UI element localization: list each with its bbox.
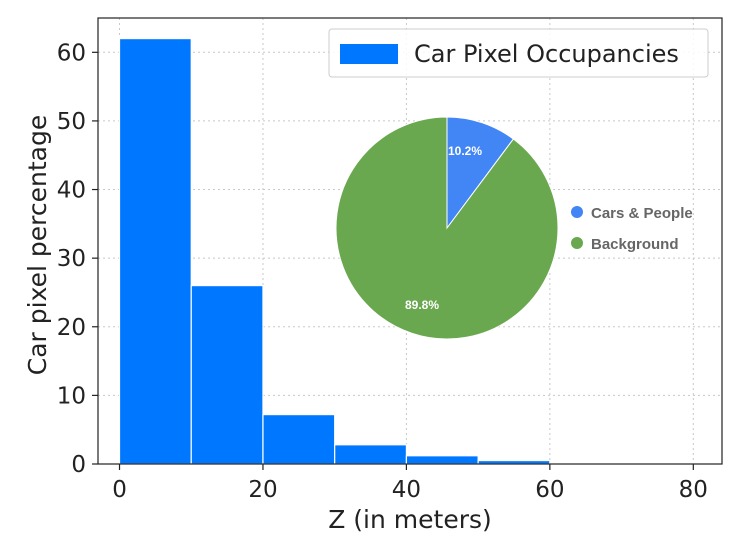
x-tick-label: 80 [679, 477, 708, 503]
pie-value-label: 10.2% [448, 144, 482, 158]
y-tick-label: 30 [57, 246, 86, 272]
legend-marker-cars-people [571, 206, 583, 218]
histogram-bars [118, 37, 694, 465]
legend-marker-background [571, 237, 583, 249]
histogram-bar [190, 285, 264, 465]
histogram-bar [262, 413, 336, 465]
y-tick-label: 60 [57, 40, 86, 66]
x-axis-label: Z (in meters) [328, 505, 492, 534]
legend-label: Car Pixel Occupancies [414, 40, 679, 68]
y-axis-ticks: 0 10 20 30 40 50 60 [57, 40, 98, 478]
pie-value-label: 89.8% [405, 298, 439, 312]
histogram-bar [118, 37, 192, 465]
x-axis-ticks: 0 20 40 60 80 [112, 464, 708, 503]
y-tick-label: 50 [57, 109, 86, 135]
y-axis-label: Car pixel percentage [23, 115, 52, 375]
y-tick-label: 20 [57, 315, 86, 341]
pie-legend: Cars & People Background [571, 205, 693, 253]
x-tick-label: 40 [392, 477, 421, 503]
x-tick-label: 20 [248, 477, 277, 503]
histogram-bar [405, 455, 479, 465]
y-tick-label: 40 [57, 178, 86, 204]
y-tick-label: 10 [57, 383, 86, 409]
pie-slice-cars-people [446, 116, 515, 230]
x-tick-label: 0 [112, 477, 127, 503]
bar-legend: Car Pixel Occupancies [328, 28, 709, 78]
pie-chart: 10.2% 89.8% [335, 116, 559, 340]
legend-label-background: Background [591, 236, 679, 253]
x-tick-label: 60 [535, 477, 564, 503]
histogram-bar [334, 444, 408, 465]
legend-box [328, 28, 709, 78]
plot-frame [97, 17, 723, 465]
legend-label-cars-people: Cars & People [591, 205, 693, 222]
y-tick-label: 0 [71, 452, 86, 478]
legend-swatch [340, 44, 398, 64]
pie-slice-background [335, 116, 559, 340]
